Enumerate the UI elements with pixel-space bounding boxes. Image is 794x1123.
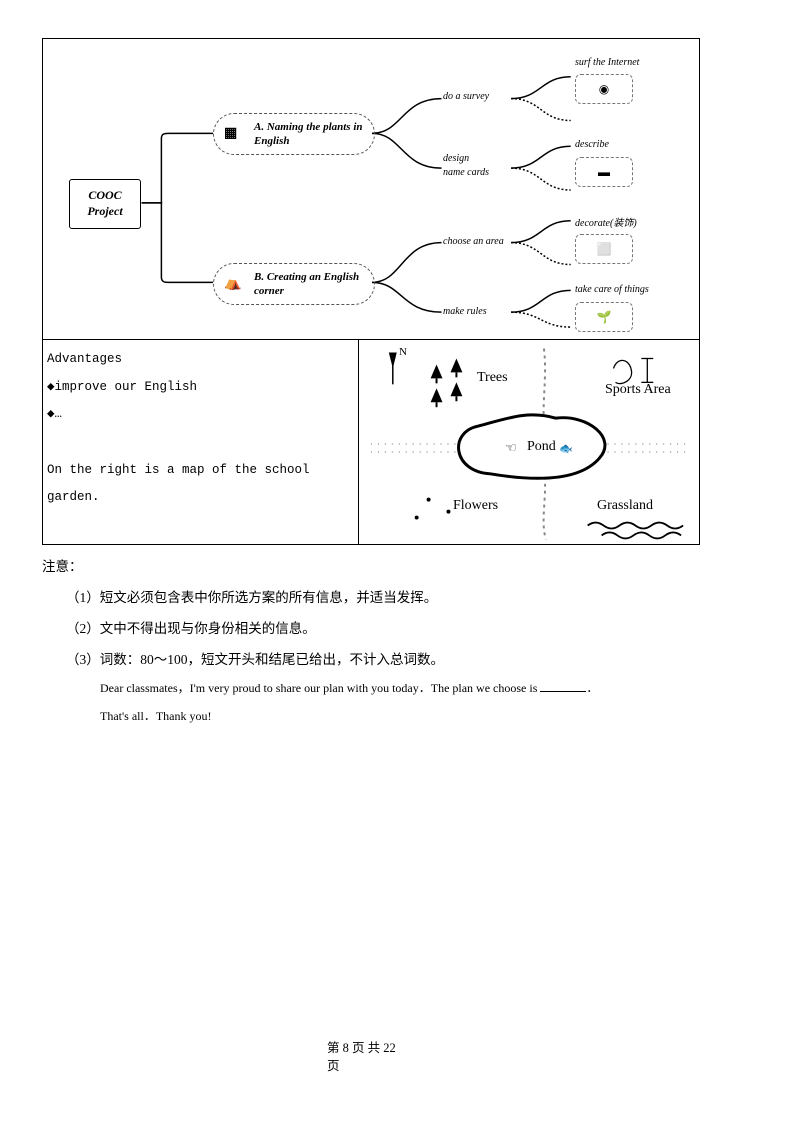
instructions-block: 注意： （1）短文必须包含表中你所选方案的所有信息，并适当发挥。 （2）文中不得… — [42, 551, 752, 730]
root-line2: Project — [87, 204, 122, 220]
sports-label: Sports Area — [605, 382, 671, 398]
branch-a-icon: ▦ — [224, 125, 237, 143]
branch-a-title: A. Naming the plants in English — [254, 120, 364, 149]
leaf-icon-1: ◉ — [599, 82, 609, 97]
leaf-icon-2: ▬ — [598, 165, 610, 180]
adv-note: On the right is a map of the school gard… — [47, 457, 354, 512]
branch-b-icon: ⛺ — [224, 275, 241, 293]
fish-icon: 🐟 — [559, 442, 573, 455]
branch-b-title: B. Creating an English corner — [254, 270, 364, 299]
instr-1: （1）短文必须包含表中你所选方案的所有信息，并适当发挥。 — [42, 582, 752, 613]
starter-line: Dear classmates，I'm very proud to share … — [42, 675, 752, 703]
flowers-label: Flowers — [453, 498, 498, 514]
leaf-icon-4: 🌱 — [597, 310, 612, 325]
footer-suffix: 页 — [327, 1059, 340, 1073]
instr-heading: 注意： — [42, 551, 752, 582]
root-node: COOC Project — [69, 179, 141, 229]
grassland-label: Grassland — [597, 498, 653, 514]
leaf-icon-3: ⬜ — [597, 242, 612, 257]
leaf-c3: decorate(装饰) — [575, 214, 637, 229]
adv-title: Advantages — [47, 346, 354, 374]
page-footer: 第 8 页 共 22页 — [327, 1040, 467, 1075]
trees-label: Trees — [477, 370, 508, 386]
branch-b: ⛺ B. Creating an English corner — [213, 263, 375, 305]
pond-icon: ☜ — [505, 440, 517, 456]
leaf-c1: surf the Internet — [575, 57, 639, 68]
starter-text: Dear classmates，I'm very proud to share … — [100, 681, 537, 695]
mindmap-diagram: COOC Project ▦ A. Naming the plants in E… — [42, 38, 700, 340]
branch-a: ▦ A. Naming the plants in English — [213, 113, 375, 155]
adv-item2: ◆… — [47, 401, 354, 429]
starter-end: ． — [586, 681, 598, 695]
leaf-c2: describe — [575, 139, 609, 150]
adv-item1: ◆improve our English — [47, 374, 354, 402]
advantages-cell: Advantages ◆improve our English ◆… On th… — [43, 340, 359, 544]
instr-2: （2）文中不得出现与你身份相关的信息。 — [42, 613, 752, 644]
leaf-b1: choose an area — [443, 236, 504, 247]
footer-mid: 页 共 — [349, 1041, 383, 1055]
blank-underline — [540, 691, 586, 692]
footer-total: 22 — [383, 1041, 396, 1055]
footer-prefix: 第 — [327, 1041, 343, 1055]
leaf-box-3: ⬜ — [575, 234, 633, 264]
compass-label: N — [399, 346, 407, 358]
leaf-c4: take care of things — [575, 284, 649, 295]
pond-label: Pond — [527, 439, 556, 455]
instr-3: （3）词数：80～100，短文开头和结尾已给出，不计入总词数。 — [42, 644, 752, 675]
root-line1: COOC — [88, 188, 121, 204]
leaf-b2: make rules — [443, 306, 487, 317]
leaf-box-1: ◉ — [575, 74, 633, 104]
closer-line: That's all．Thank you! — [42, 703, 752, 731]
leaf-a2-l1: design — [443, 153, 469, 164]
leaf-a1: do a survey — [443, 91, 489, 102]
leaf-a2-l2: name cards — [443, 167, 489, 178]
bottom-row: Advantages ◆improve our English ◆… On th… — [42, 340, 700, 545]
leaf-box-4: 🌱 — [575, 302, 633, 332]
map-cell: N Trees Sports Area ☜ Pond 🐟 Flowers Gra… — [359, 340, 699, 544]
leaf-box-2: ▬ — [575, 157, 633, 187]
